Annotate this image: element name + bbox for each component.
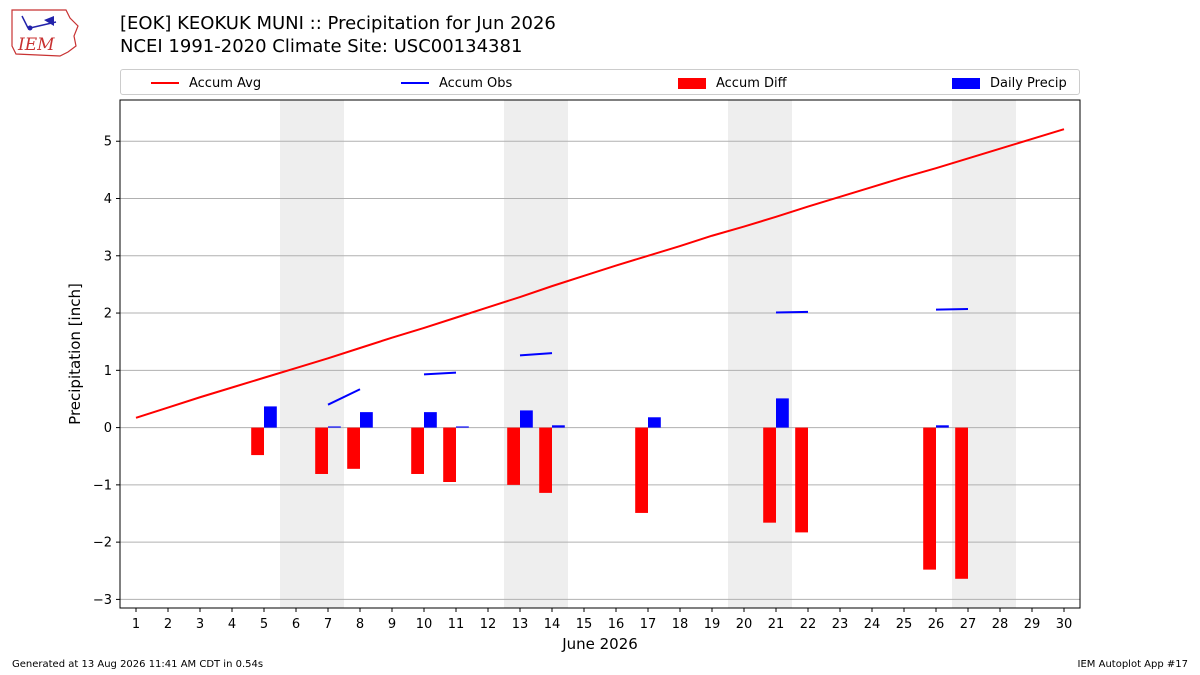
accum-obs-segment-1 [423, 371, 457, 376]
daily-precip-bar-21 [776, 398, 789, 428]
x-tick-label-8: 8 [356, 617, 364, 632]
footer-generated: Generated at 13 Aug 2026 11:41 AM CDT in… [12, 659, 264, 670]
x-tick-label-15: 15 [576, 617, 593, 632]
x-tick-label-1: 1 [132, 617, 140, 632]
y-tick-label-4: 4 [104, 192, 112, 207]
y-tick-label--2: −2 [93, 536, 112, 551]
accum-obs-segment-0 [327, 388, 361, 406]
accum-diff-bar-17 [635, 427, 648, 513]
legend-swatch-daily-precip [952, 77, 980, 89]
x-tick-label-21: 21 [768, 617, 785, 632]
daily-precip-bar-17 [648, 417, 661, 428]
legend-swatch-accum-diff [678, 77, 706, 89]
x-tick-label-23: 23 [832, 617, 849, 632]
y-tick-label-1: 1 [104, 364, 112, 379]
daily-precip-bar-8 [360, 412, 373, 428]
x-axis-ticks: 1 2 3 4 5 6 7 8 9 10 11 12 13 14 15 16 17 18 19 20 21 22 23 24 2… [132, 608, 1072, 632]
y-axis-ticks: −3 −2 −1 0 1 2 3 4 5 [93, 135, 120, 608]
x-tick-label-2: 2 [164, 617, 172, 632]
accum-avg-line [135, 128, 1065, 419]
lines [135, 128, 1065, 419]
x-tick-label-22: 22 [800, 617, 817, 632]
x-tick-label-14: 14 [544, 617, 561, 632]
daily-precip-bar-26 [936, 425, 949, 428]
y-tick-label-2: 2 [104, 307, 112, 322]
legend-label-accum-diff: Accum Diff [716, 75, 787, 91]
accum-diff-bar-13 [507, 427, 520, 485]
legend-item-daily-precip: Daily Precip [952, 74, 1067, 92]
x-tick-label-17: 17 [640, 617, 657, 632]
title-line-2: NCEI 1991-2020 Climate Site: USC00134381 [120, 36, 523, 57]
x-tick-label-11: 11 [448, 617, 465, 632]
legend: Accum Avg Accum Obs Accum Diff Daily Pre… [120, 69, 1080, 95]
accum-obs-segment-2 [519, 352, 553, 357]
accum-diff-bar-5 [251, 427, 264, 456]
daily-precip-bar-7 [328, 426, 341, 428]
x-tick-label-4: 4 [228, 617, 236, 632]
accum-obs-segment-3 [775, 310, 809, 314]
legend-label-accum-obs: Accum Obs [439, 75, 513, 91]
accum-diff-bar-11 [443, 427, 456, 483]
title-line-1: [EOK] KEOKUK MUNI :: Precipitation for J… [120, 13, 556, 34]
y-tick-label-3: 3 [104, 249, 112, 264]
x-tick-label-16: 16 [608, 617, 625, 632]
y-axis-label: Precipitation [inch] [66, 283, 84, 425]
weekend-shading [280, 100, 1016, 608]
x-tick-label-12: 12 [480, 617, 497, 632]
y-tick-label--1: −1 [93, 478, 112, 493]
x-tick-label-25: 25 [896, 617, 913, 632]
accum-diff-bar-8 [347, 427, 360, 469]
x-tick-label-3: 3 [196, 617, 204, 632]
x-tick-label-7: 7 [324, 617, 332, 632]
accum-obs-segment-4 [935, 308, 969, 311]
y-tick-label-5: 5 [104, 135, 112, 150]
x-tick-label-10: 10 [416, 617, 433, 632]
weekend-band-0 [280, 100, 344, 608]
accum-diff-bar-27 [955, 427, 968, 579]
x-axis-label: June 2026 [561, 635, 638, 653]
daily-precip-bar-14 [552, 425, 565, 428]
iem-logo: IEM [8, 6, 80, 62]
x-tick-label-28: 28 [992, 617, 1009, 632]
daily-precip-bar-5 [264, 406, 277, 428]
legend-item-accum-avg: Accum Avg [151, 74, 261, 92]
x-tick-label-24: 24 [864, 617, 881, 632]
grid-lines [120, 140, 1080, 600]
x-tick-label-26: 26 [928, 617, 945, 632]
legend-item-accum-obs: Accum Obs [401, 74, 512, 92]
accum-diff-bar-21 [763, 427, 776, 523]
x-tick-label-19: 19 [704, 617, 721, 632]
y-tick-label--3: −3 [93, 593, 112, 608]
x-tick-label-30: 30 [1056, 617, 1073, 632]
legend-swatch-accum-avg [151, 82, 179, 84]
chart-title: [EOK] KEOKUK MUNI :: Precipitation for J… [120, 12, 556, 58]
x-tick-label-20: 20 [736, 617, 753, 632]
plot-frame [119, 99, 1081, 609]
x-tick-label-29: 29 [1024, 617, 1041, 632]
accum-diff-bar-14 [539, 427, 552, 493]
legend-label-daily-precip: Daily Precip [990, 75, 1067, 91]
x-tick-label-27: 27 [960, 617, 977, 632]
x-tick-label-5: 5 [260, 617, 268, 632]
legend-item-accum-diff: Accum Diff [678, 74, 787, 92]
legend-label-accum-avg: Accum Avg [189, 75, 262, 91]
legend-swatch-accum-obs [401, 82, 429, 84]
x-tick-label-9: 9 [388, 617, 396, 632]
daily-precip-bar-10 [424, 412, 437, 428]
weekend-band-2 [728, 100, 792, 608]
logo-text: IEM [17, 35, 55, 55]
accum-diff-bar-22 [795, 427, 808, 533]
y-tick-label-0: 0 [104, 421, 112, 436]
accum-diff-bar-7 [315, 427, 328, 474]
x-tick-label-18: 18 [672, 617, 689, 632]
accum-diff-bar-10 [411, 427, 424, 474]
x-tick-label-6: 6 [292, 617, 300, 632]
bars [251, 398, 968, 579]
daily-precip-bar-13 [520, 410, 533, 428]
x-tick-label-13: 13 [512, 617, 529, 632]
accum-diff-bar-26 [923, 427, 936, 570]
footer-app: IEM Autoplot App #17 [1077, 659, 1188, 670]
daily-precip-bar-11 [456, 426, 469, 428]
